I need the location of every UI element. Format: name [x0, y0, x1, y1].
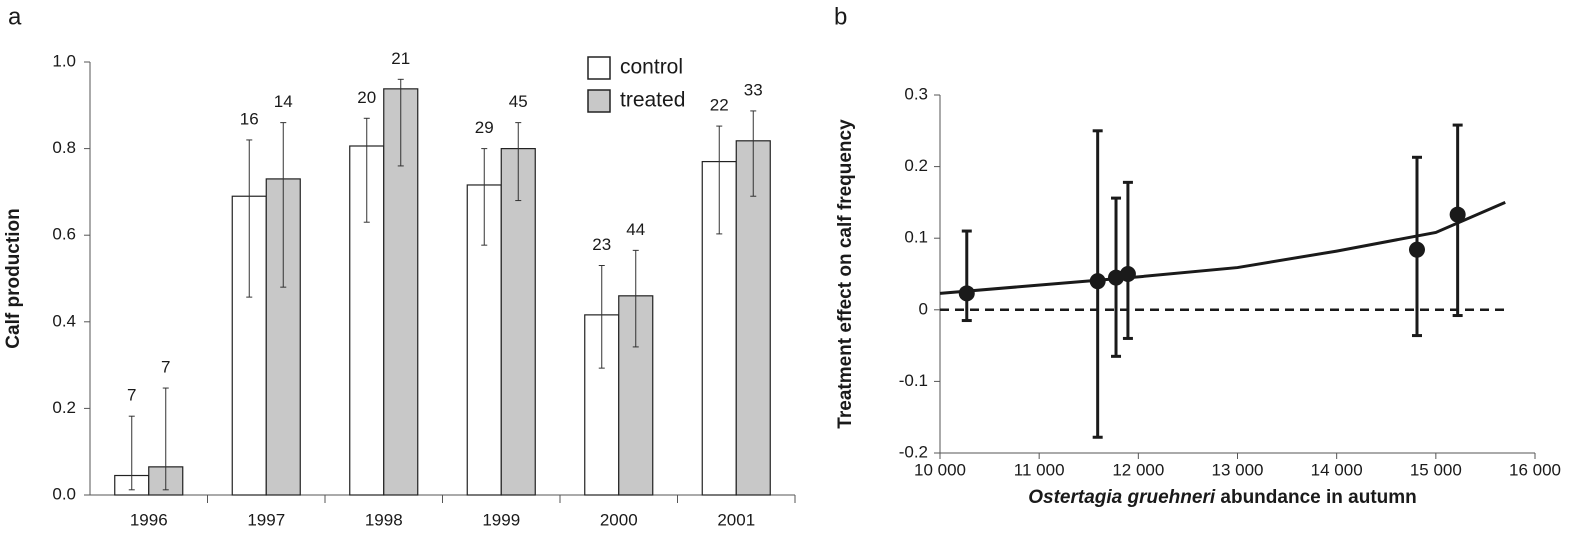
sample-size: 7	[161, 358, 170, 377]
x-tick-label: 10 000	[914, 460, 966, 479]
sample-size: 44	[626, 220, 645, 239]
sample-size: 45	[509, 92, 528, 111]
bar	[735, 140, 771, 496]
legend-label: control	[620, 56, 683, 79]
x-tick-label: 2001	[717, 510, 755, 529]
legend-swatch	[587, 56, 611, 80]
sample-size: 14	[274, 92, 293, 111]
x-tick-label: 16 000	[1509, 460, 1561, 479]
bar	[500, 148, 536, 496]
y-axis-label: Calf production	[3, 208, 24, 348]
x-tick-label: 13 000	[1212, 460, 1264, 479]
sample-size: 21	[391, 49, 410, 68]
panel-label: a	[8, 3, 22, 30]
y-tick-label: 0.0	[52, 484, 76, 503]
sample-size: 7	[127, 386, 136, 405]
y-tick-label: 0	[919, 299, 928, 318]
x-tick-label: 15 000	[1410, 460, 1462, 479]
x-axis-label-part: abundance in autumn	[1215, 487, 1417, 508]
y-tick-label: 1.0	[52, 51, 76, 70]
panel-label: b	[834, 3, 847, 30]
y-tick-label: -0.2	[899, 442, 928, 461]
x-axis-label: Ostertagia gruehneri abundance in autumn	[1028, 487, 1417, 508]
y-tick-label: 0.6	[52, 225, 76, 244]
y-tick-label: 0.2	[904, 156, 928, 175]
y-tick-label: 0.2	[52, 398, 76, 417]
sample-size: 16	[240, 109, 259, 128]
x-tick-label: 2000	[600, 510, 638, 529]
y-axis-label: Treatment effect on calf frequency	[835, 119, 856, 429]
legend-label: treated	[620, 89, 685, 112]
point	[1089, 273, 1106, 290]
y-tick-label: -0.1	[899, 371, 928, 390]
x-tick-label: 1996	[130, 510, 168, 529]
x-tick-label: 1997	[247, 510, 285, 529]
point	[958, 285, 975, 302]
x-tick-label: 14 000	[1311, 460, 1363, 479]
x-tick-label: 1999	[482, 510, 520, 529]
y-tick-label: 0.4	[52, 311, 76, 330]
sample-size: 33	[744, 80, 763, 99]
y-tick-label: 0.1	[904, 228, 928, 247]
legend-swatch	[587, 89, 611, 113]
x-tick-label: 1998	[365, 510, 403, 529]
x-tick-label: 11 000	[1014, 460, 1065, 479]
point	[1449, 206, 1466, 223]
point	[1119, 266, 1136, 282]
y-tick-label: 0.3	[904, 84, 928, 103]
x-axis-label-part: Ostertagia gruehneri	[1028, 487, 1216, 508]
sample-size: 20	[357, 88, 376, 107]
x-tick-label: 12 000	[1112, 460, 1164, 479]
sample-size: 22	[710, 96, 729, 115]
y-tick-label: 0.8	[52, 138, 76, 157]
sample-size: 29	[475, 118, 494, 137]
point	[1408, 241, 1425, 258]
sample-size: 23	[592, 235, 611, 254]
